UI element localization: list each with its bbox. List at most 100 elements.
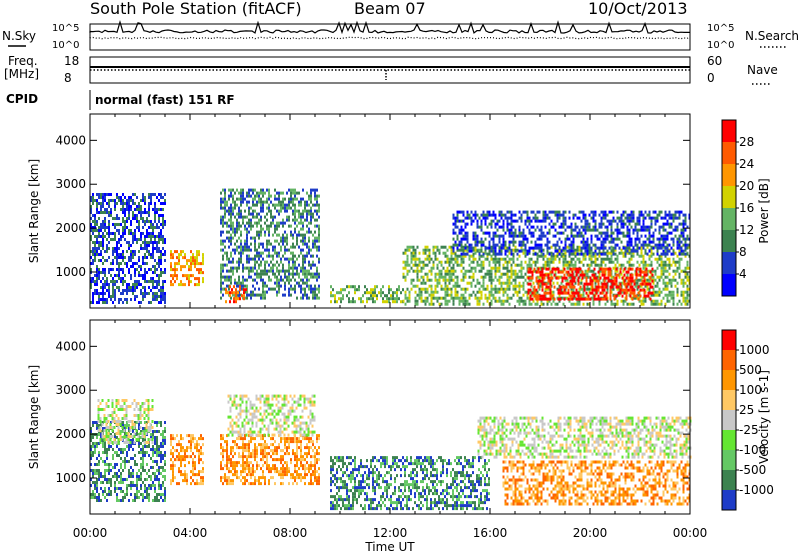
power-cell bbox=[453, 250, 455, 253]
power-cell bbox=[602, 289, 604, 292]
power-cell bbox=[538, 268, 540, 271]
power-cell bbox=[605, 247, 607, 250]
power-cell bbox=[260, 189, 262, 192]
power-cell bbox=[290, 267, 292, 270]
power-region-0 bbox=[90, 193, 166, 304]
power-cell bbox=[160, 232, 162, 235]
power-cell bbox=[233, 291, 235, 294]
power-cell bbox=[515, 250, 517, 253]
power-cell bbox=[643, 220, 645, 223]
power-cell bbox=[523, 235, 525, 238]
power-cell bbox=[134, 283, 136, 286]
power-cell bbox=[348, 291, 350, 294]
date-label: 10/Oct/2013 bbox=[588, 0, 688, 18]
power-cell bbox=[407, 258, 409, 261]
power-cell bbox=[521, 285, 523, 288]
power-cell bbox=[164, 295, 166, 298]
power-cell bbox=[102, 286, 104, 289]
power-cell bbox=[304, 267, 306, 270]
power-cell bbox=[587, 288, 589, 291]
power-cell bbox=[130, 286, 132, 289]
power-cell bbox=[489, 297, 491, 300]
power-cell bbox=[278, 225, 280, 228]
power-cell bbox=[542, 271, 544, 274]
power-cell bbox=[284, 246, 286, 249]
power-cell bbox=[649, 217, 651, 220]
power-cell bbox=[509, 229, 511, 232]
power-cell bbox=[517, 294, 519, 297]
power-cell bbox=[92, 253, 94, 256]
power-cell bbox=[457, 226, 459, 229]
power-cell bbox=[196, 283, 198, 286]
power-cell bbox=[264, 270, 266, 273]
power-cell bbox=[122, 202, 124, 205]
power-cell bbox=[110, 268, 112, 271]
power-cell bbox=[164, 259, 166, 262]
power-cell bbox=[396, 297, 398, 300]
power-cell bbox=[296, 198, 298, 201]
power-cell bbox=[262, 252, 264, 255]
power-cell bbox=[254, 240, 256, 243]
power-cell bbox=[146, 250, 148, 253]
power-cell bbox=[419, 291, 421, 294]
power-cell bbox=[599, 303, 601, 306]
power-cell bbox=[542, 268, 544, 271]
power-cell bbox=[314, 273, 316, 276]
power-cell bbox=[609, 211, 611, 214]
power-cell bbox=[592, 286, 594, 289]
power-colorbar-swatch-7 bbox=[722, 120, 736, 142]
power-cell bbox=[374, 300, 376, 303]
power-cell bbox=[665, 241, 667, 244]
power-cell bbox=[419, 264, 421, 267]
power-cell bbox=[493, 253, 495, 256]
power-cell bbox=[505, 291, 507, 294]
power-cell bbox=[425, 264, 427, 267]
power-cell bbox=[220, 198, 222, 201]
power-cell bbox=[562, 292, 564, 295]
power-cell bbox=[459, 297, 461, 300]
power-cell bbox=[302, 210, 304, 213]
power-cell bbox=[431, 285, 433, 288]
power-cell bbox=[403, 300, 405, 303]
power-cell bbox=[534, 268, 536, 271]
nsky-label: N.Sky bbox=[2, 29, 36, 43]
power-cell bbox=[308, 297, 310, 300]
power-cell bbox=[643, 264, 645, 267]
power-cell bbox=[130, 253, 132, 256]
power-cell bbox=[126, 283, 128, 286]
power-cell bbox=[599, 252, 601, 255]
power-cell bbox=[338, 291, 340, 294]
power-cell bbox=[244, 243, 246, 246]
power-cell bbox=[634, 289, 636, 292]
power-cell bbox=[493, 211, 495, 214]
power-cell bbox=[266, 270, 268, 273]
power-cell bbox=[310, 264, 312, 267]
power-cell bbox=[533, 235, 535, 238]
power-cell bbox=[485, 252, 487, 255]
power-cell bbox=[268, 279, 270, 282]
power-cell bbox=[354, 288, 356, 291]
power-cell bbox=[543, 249, 545, 252]
power-cell bbox=[176, 250, 178, 253]
power-cell bbox=[158, 193, 160, 196]
power-cell bbox=[230, 252, 232, 255]
power-cell bbox=[122, 301, 124, 304]
power-cell bbox=[224, 240, 226, 243]
power-cell bbox=[455, 217, 457, 220]
power-cell bbox=[258, 252, 260, 255]
power-cell bbox=[286, 204, 288, 207]
power-cell bbox=[509, 217, 511, 220]
power-cell bbox=[258, 192, 260, 195]
power-cell bbox=[176, 274, 178, 277]
power-cell bbox=[124, 229, 126, 232]
power-cell bbox=[184, 253, 186, 256]
power-cell bbox=[220, 291, 222, 294]
power-cell bbox=[302, 225, 304, 228]
power-cell bbox=[445, 261, 447, 264]
power-cell bbox=[673, 214, 675, 217]
power-cell bbox=[549, 232, 551, 235]
power-cell bbox=[465, 297, 467, 300]
power-cell bbox=[246, 195, 248, 198]
power-cell bbox=[152, 250, 154, 253]
power-cell bbox=[140, 289, 142, 292]
